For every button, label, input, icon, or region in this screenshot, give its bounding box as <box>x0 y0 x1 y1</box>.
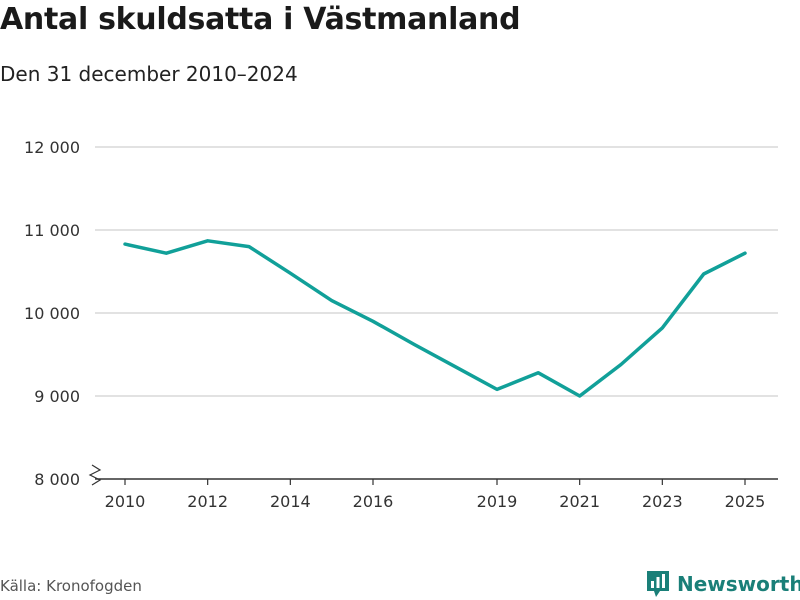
data-point <box>743 251 747 255</box>
brand-name: Newsworthy <box>677 572 800 596</box>
x-tick-label: 2021 <box>559 492 600 511</box>
data-point <box>330 299 334 303</box>
series-layer <box>123 239 747 398</box>
grid-layer <box>95 146 778 397</box>
x-tick-label: 2025 <box>725 492 766 511</box>
chart-title: Antal skuldsatta i Västmanland <box>0 2 521 37</box>
data-point <box>536 371 540 375</box>
x-tick-label: 2014 <box>270 492 311 511</box>
data-point <box>247 245 251 249</box>
data-point <box>123 242 127 246</box>
axis-break-mark <box>88 464 102 486</box>
data-point <box>660 326 664 330</box>
x-axis <box>88 464 778 486</box>
chart-subtitle: Den 31 december 2010–2024 <box>0 62 298 86</box>
y-tick-label: 11 000 <box>24 221 80 240</box>
y-tick-label: 12 000 <box>24 138 80 157</box>
y-tick-label: 10 000 <box>24 304 80 323</box>
x-tick-label: 2012 <box>187 492 228 511</box>
newsworthy-logo-icon <box>647 571 669 597</box>
data-point <box>164 251 168 255</box>
data-point <box>454 365 458 369</box>
y-tick-label: 8 000 <box>34 470 80 489</box>
series-line <box>123 239 747 398</box>
data-point <box>578 394 582 398</box>
brand-logo: Newsworthy <box>645 569 800 599</box>
y-tick-label: 9 000 <box>34 387 80 406</box>
data-point <box>619 362 623 366</box>
x-tick-label: 2019 <box>477 492 518 511</box>
source-note: Källa: Kronofogden <box>0 577 142 595</box>
data-point <box>702 272 706 276</box>
x-tick-label: 2016 <box>353 492 394 511</box>
data-point <box>206 239 210 243</box>
data-point <box>288 271 292 275</box>
y-axis-ticks: 8 000 9 000 10 000 11 000 12 000 <box>24 138 80 489</box>
x-tick-label: 2010 <box>105 492 146 511</box>
data-point <box>495 387 499 391</box>
data-point <box>371 319 375 323</box>
x-tick-label: 2023 <box>642 492 683 511</box>
data-point <box>412 343 416 347</box>
x-axis-ticks: 2010 2012 2014 2016 2019 2021 2023 2025 <box>105 479 766 511</box>
